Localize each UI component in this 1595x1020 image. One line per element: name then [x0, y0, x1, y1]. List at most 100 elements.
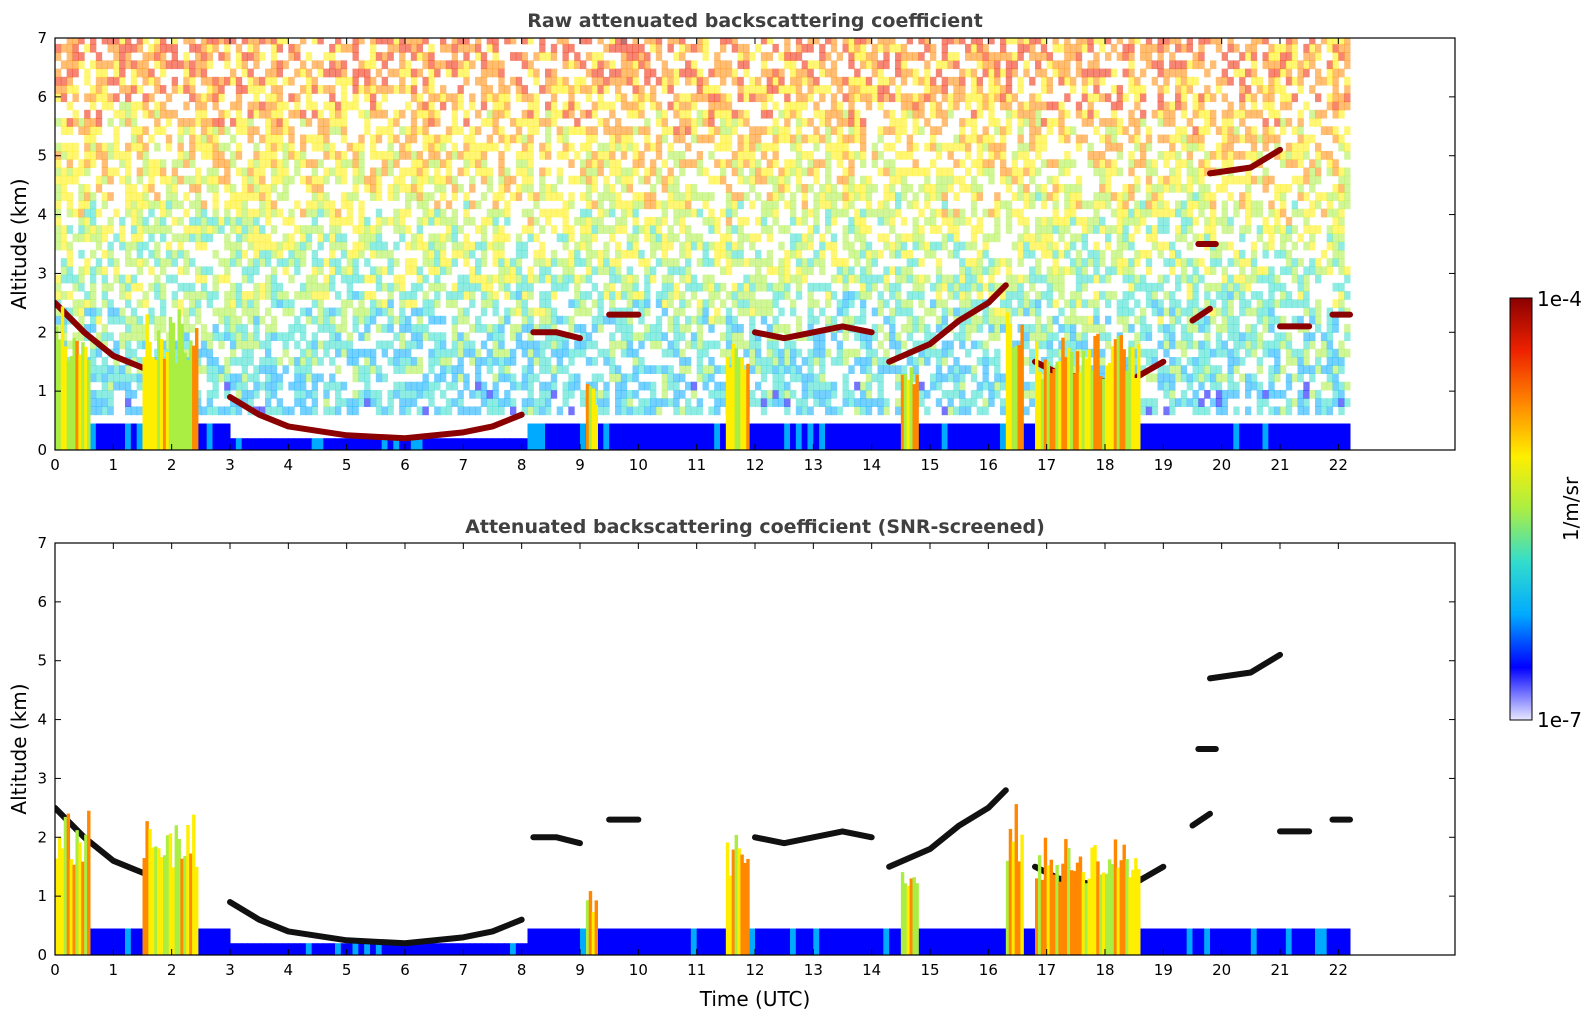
noise-cell — [469, 282, 476, 292]
noise-cell — [609, 315, 616, 325]
noise-cell — [171, 192, 178, 201]
noise-cell — [265, 282, 272, 292]
noise-cell — [1017, 118, 1024, 127]
noise-cell — [941, 175, 948, 185]
noise-cell — [556, 109, 563, 119]
noise-cell — [224, 159, 231, 168]
noise-cell — [270, 101, 278, 111]
noise-cell — [661, 76, 668, 86]
noise-cell — [492, 60, 499, 70]
noise-cell — [924, 118, 931, 127]
noise-cell — [819, 134, 826, 144]
noise-cell — [241, 348, 248, 358]
noise-cell — [107, 151, 114, 160]
noise-cell — [685, 142, 692, 152]
noise-cell — [148, 233, 155, 243]
noise-cell — [1017, 43, 1024, 53]
noise-cell — [142, 101, 149, 111]
noise-cell — [597, 398, 604, 407]
noise-cell — [626, 52, 633, 61]
noise-cell — [364, 381, 371, 391]
noise-cell — [282, 159, 289, 168]
noise-cell — [253, 258, 260, 267]
noise-cell — [556, 126, 563, 136]
noise-cell — [265, 142, 272, 152]
noise-cell — [970, 118, 978, 127]
noise-cell — [679, 274, 686, 284]
noise-cell — [556, 282, 563, 292]
noise-cell — [790, 208, 797, 218]
noise-cell — [247, 118, 254, 127]
noise-cell — [323, 192, 330, 201]
noise-cell — [416, 274, 423, 284]
noise-cell — [165, 274, 173, 284]
noise-cell — [603, 60, 610, 70]
noise-cell — [877, 324, 884, 333]
noise-cell — [171, 233, 178, 243]
noise-cell — [953, 365, 960, 374]
noise-cell — [352, 68, 359, 78]
noise-cell — [346, 200, 353, 210]
noise-cell — [720, 175, 727, 185]
noise-cell — [556, 357, 563, 366]
noise-cell — [731, 315, 738, 325]
noise-cell — [685, 192, 692, 201]
noise-cell — [836, 85, 843, 94]
noise-cell — [650, 274, 657, 284]
noise-cell — [340, 151, 348, 160]
noise-cell — [667, 175, 674, 185]
noise-cell — [317, 183, 324, 193]
noise-cell — [591, 101, 598, 111]
noise-cell — [189, 126, 196, 136]
noise-cell — [842, 233, 849, 243]
noise-cell — [300, 109, 307, 119]
noise-cell — [136, 233, 143, 243]
noise-cell — [399, 109, 406, 119]
noise-cell — [836, 258, 843, 267]
noise-cell — [125, 282, 132, 292]
noise-cell — [224, 167, 231, 177]
noise-cell — [830, 381, 838, 391]
noise-cell — [988, 68, 995, 78]
noise-cell — [941, 142, 948, 152]
noise-cell — [1000, 43, 1007, 53]
noise-cell — [95, 175, 103, 185]
noise-cell — [690, 101, 698, 111]
noise-cell — [195, 183, 202, 193]
noise-cell — [731, 208, 738, 218]
noise-cell — [591, 266, 598, 276]
noise-cell — [650, 159, 657, 168]
noise-cell — [276, 282, 283, 292]
noise-cell — [568, 192, 575, 201]
noise-cell — [988, 118, 995, 127]
noise-cell — [224, 60, 231, 70]
noise-cell — [632, 373, 639, 383]
noise-cell — [766, 307, 773, 317]
noise-cell — [247, 192, 254, 201]
noise-cell — [247, 233, 254, 243]
noise-cell — [346, 274, 353, 284]
noise-cell — [930, 126, 937, 136]
noise-cell — [148, 134, 155, 144]
noise-cell — [294, 398, 301, 407]
noise-cell — [976, 76, 983, 86]
noise-cell — [440, 340, 447, 350]
noise-cell — [550, 307, 558, 317]
noise-cell — [626, 282, 633, 292]
noise-cell — [247, 241, 254, 251]
noise-cell — [282, 348, 289, 358]
noise-cell — [935, 68, 943, 78]
noise-cell — [667, 282, 674, 292]
noise-cell — [580, 192, 587, 201]
noise-cell — [889, 142, 896, 152]
noise-cell — [428, 93, 435, 103]
noise-cell — [591, 249, 598, 259]
noise-cell — [720, 109, 727, 119]
noise-cell — [982, 406, 989, 416]
noise-cell — [305, 134, 313, 144]
noise-cell — [434, 109, 441, 119]
noise-cell — [84, 76, 91, 86]
noise-cell — [428, 381, 435, 391]
noise-cell — [930, 142, 937, 152]
noise-cell — [976, 192, 983, 201]
